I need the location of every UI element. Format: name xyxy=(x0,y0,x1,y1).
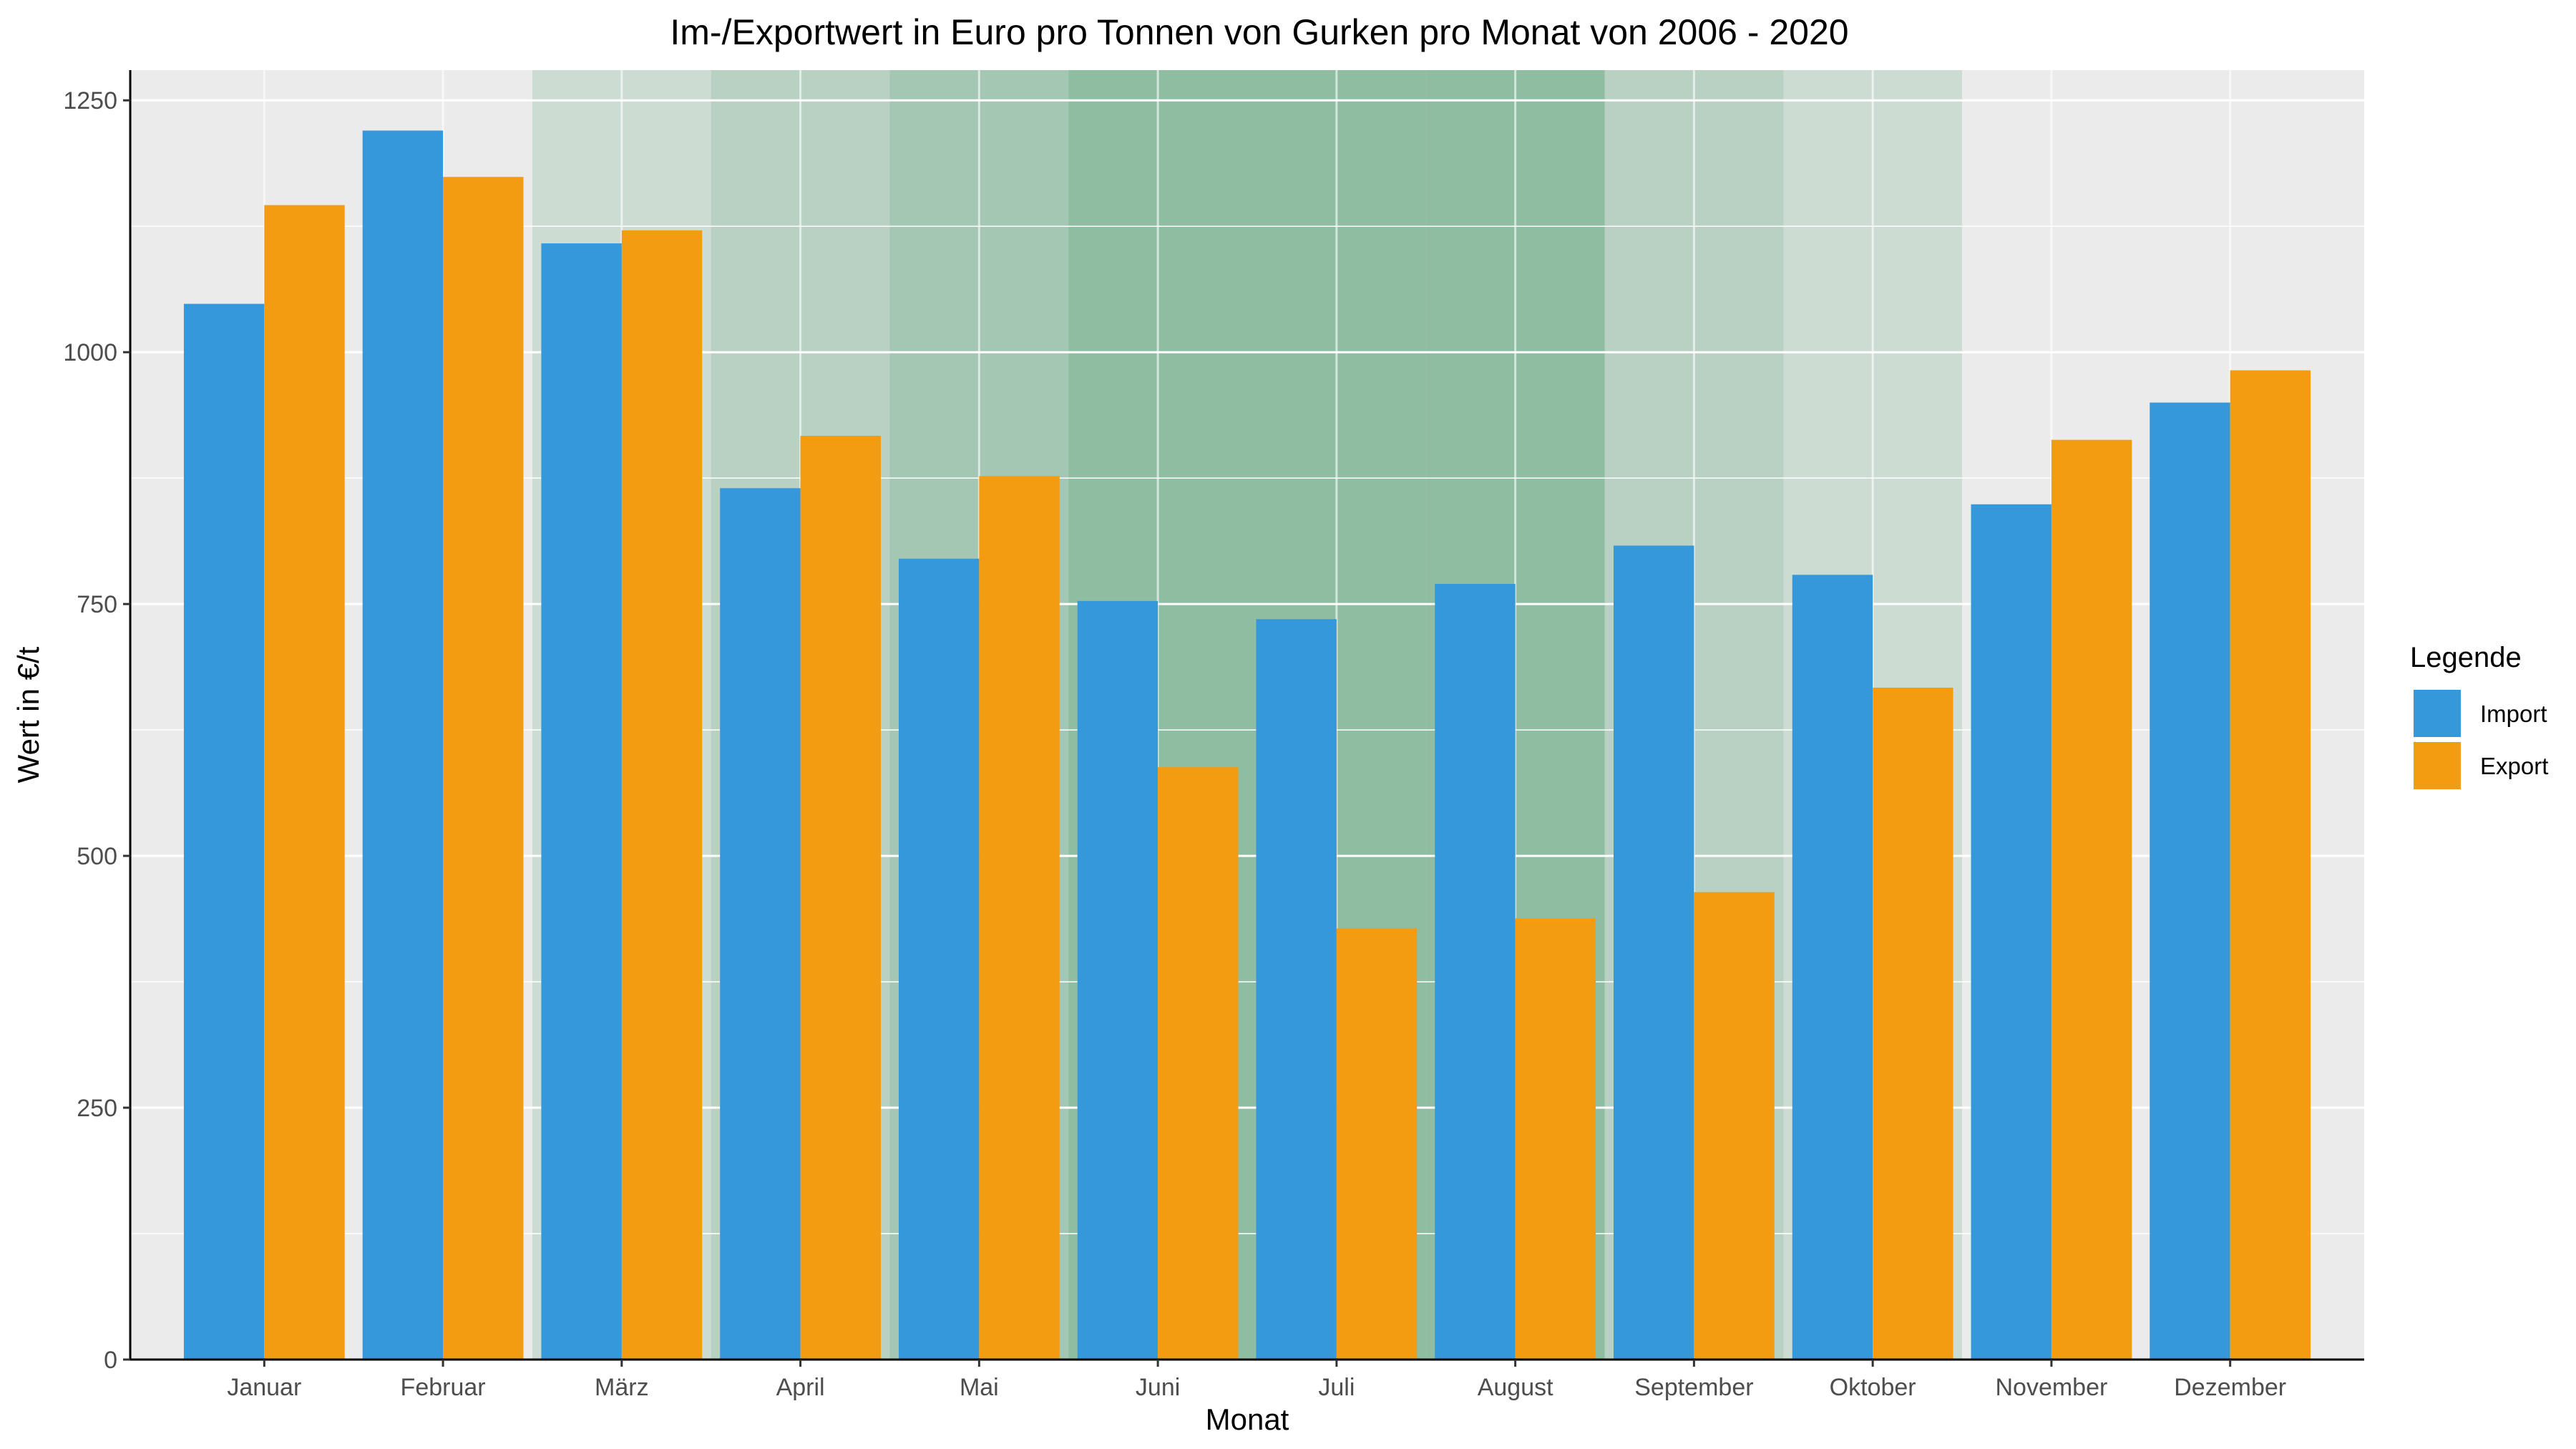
bar-export-juli xyxy=(1336,928,1418,1360)
x-tick-label: Oktober xyxy=(1830,1374,1916,1401)
y-tick-label: 1250 xyxy=(63,87,117,114)
y-tick-label: 750 xyxy=(77,591,117,618)
bar-import-juli xyxy=(1256,619,1337,1360)
bar-import-dezember xyxy=(2150,402,2230,1360)
bar-import-november xyxy=(1971,504,2051,1360)
legend-key-import xyxy=(2414,690,2461,737)
y-tick-label: 500 xyxy=(77,843,117,870)
x-axis-ticks: Januar Februar März April Mai Juni Juli August S… xyxy=(227,1360,2286,1401)
x-axis-title: Monat xyxy=(1206,1402,1289,1436)
bar-export-august xyxy=(1515,918,1596,1360)
x-tick-label: August xyxy=(1478,1374,1553,1401)
bar-import-september xyxy=(1614,545,1694,1360)
legend: Legende Import Export xyxy=(2410,642,2548,789)
bar-import-februar xyxy=(362,130,444,1360)
x-tick-label: Januar xyxy=(227,1374,301,1401)
legend-title: Legende xyxy=(2410,642,2522,673)
bar-export-juni xyxy=(1158,767,1239,1360)
bar-export-april xyxy=(800,436,881,1360)
bar-import-juni xyxy=(1077,600,1158,1360)
x-tick-label: Juni xyxy=(1136,1374,1180,1401)
bar-import-januar xyxy=(183,303,265,1360)
bar-import-mai xyxy=(898,558,980,1360)
bar-import-august xyxy=(1435,583,1516,1360)
x-tick-label: November xyxy=(1995,1374,2107,1401)
x-tick-label: September xyxy=(1634,1374,1753,1401)
bar-export-februar xyxy=(443,177,524,1360)
y-axis-ticks: 0 250 500 750 1000 1250 xyxy=(63,87,130,1374)
legend-label-export: Export xyxy=(2480,753,2548,779)
bar-import-april xyxy=(720,488,801,1360)
bar-export-september xyxy=(1694,892,1775,1360)
y-tick-label: 1000 xyxy=(63,339,117,366)
bar-import-märz xyxy=(541,243,622,1360)
y-tick-label: 250 xyxy=(77,1095,117,1122)
x-tick-label: Mai xyxy=(960,1374,999,1401)
legend-label-import: Import xyxy=(2480,701,2547,727)
x-tick-label: April xyxy=(776,1374,825,1401)
bar-export-januar xyxy=(264,205,345,1360)
legend-key-export xyxy=(2414,742,2461,789)
x-tick-label: Juli xyxy=(1318,1374,1355,1401)
bar-export-dezember xyxy=(2230,370,2311,1360)
chart-title: Im-/Exportwert in Euro pro Tonnen von Gu… xyxy=(670,12,1848,52)
x-tick-label: März xyxy=(595,1374,649,1401)
bar-export-märz xyxy=(621,230,703,1360)
bars xyxy=(183,130,2311,1360)
bar-import-oktober xyxy=(1792,575,1873,1360)
x-tick-label: Dezember xyxy=(2174,1374,2286,1401)
bar-export-mai xyxy=(979,476,1060,1360)
y-tick-label: 0 xyxy=(104,1347,117,1374)
x-tick-label: Februar xyxy=(401,1374,486,1401)
bar-export-november xyxy=(2051,439,2132,1360)
bar-export-oktober xyxy=(1873,687,1953,1360)
y-axis-title: Wert in €/t xyxy=(11,646,45,783)
